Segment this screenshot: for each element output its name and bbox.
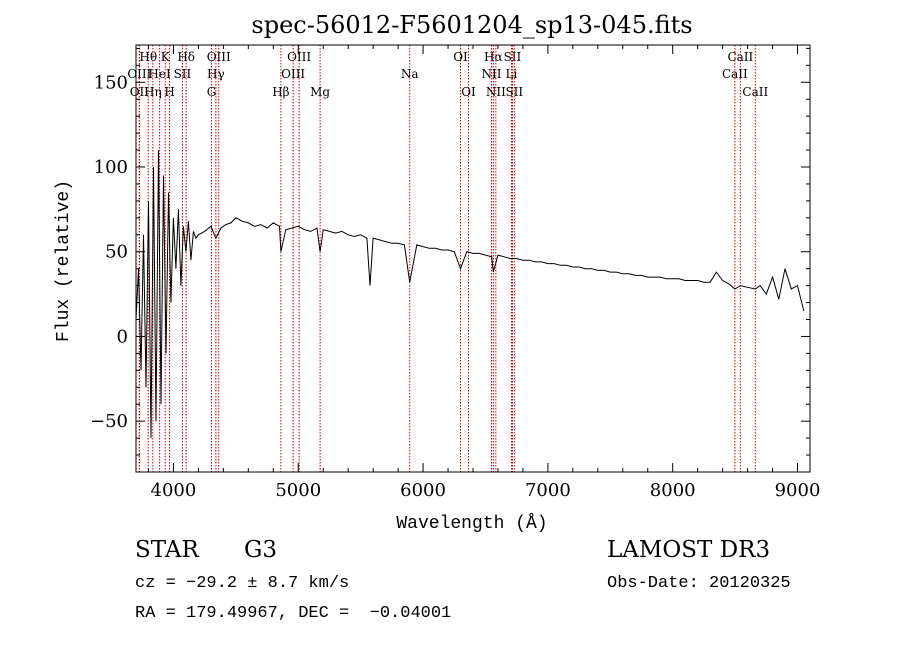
line-marker-label: H	[164, 85, 174, 99]
line-marker-label: Hθ	[139, 50, 157, 64]
spectrum-line	[135, 150, 805, 439]
line-marker-label: CaII	[742, 85, 768, 99]
line-marker-label: OI	[461, 85, 476, 99]
line-marker-label: Mg	[310, 85, 330, 99]
x-tick-label: 6000	[400, 480, 446, 501]
x-tick-label: 8000	[650, 480, 696, 501]
line-marker-label: HeI	[148, 67, 171, 81]
plot-frame	[135, 44, 811, 473]
x-tick-label: 9000	[775, 480, 821, 501]
sky-coordinates: RA = 179.49967, DEC = −0.04001	[135, 604, 452, 623]
line-marker-label: Hβ	[272, 85, 289, 99]
object-subclass: G3	[244, 537, 278, 563]
y-axis-label: Flux (relative)	[54, 180, 74, 342]
chart-title: spec-56012-F5601204_sp13-045.fits	[251, 11, 692, 39]
spectrum-chart: spec-56012-F5601204_sp13-045.fits OII Hθ O…	[54, 11, 820, 534]
y-tick-label: 50	[105, 242, 128, 263]
y-tick-label: 150	[94, 72, 128, 93]
line-marker-label: OIII	[281, 67, 305, 81]
line-marker-label: Hδ	[177, 50, 195, 64]
spectrum-layer	[135, 150, 805, 439]
x-tick-label: 4000	[151, 480, 197, 501]
x-axis-label: Wavelength (Å)	[396, 513, 547, 534]
line-marker-label: SII	[174, 67, 192, 81]
y-tick-label: 0	[117, 326, 128, 347]
y-tick-label: 100	[94, 157, 128, 178]
line-marker-label: Hη	[144, 85, 162, 99]
line-marker-label: OI	[453, 50, 468, 64]
line-marker-label: CaII	[727, 50, 753, 64]
object-class: STAR	[135, 537, 199, 563]
axis-layer: 4000 5000 6000 7000 8000 9000 −50 0 50 100 150	[90, 45, 820, 501]
line-marker-label: Hγ	[207, 67, 225, 81]
line-marker-label: OIII	[207, 50, 231, 64]
x-tick-label: 7000	[525, 480, 571, 501]
survey-name: LAMOST DR3	[607, 537, 771, 563]
line-marker-label: CaII	[722, 67, 748, 81]
line-marker-label: OIII	[287, 50, 311, 64]
line-marker-label: Na	[401, 67, 419, 81]
x-tick-label: 5000	[275, 480, 321, 501]
y-tick-label: −50	[90, 411, 128, 432]
line-marker-label: OIII	[127, 67, 151, 81]
line-marker-label: Hα	[484, 50, 503, 64]
line-marker-label: OII	[130, 85, 150, 99]
line-marker-label: SII	[505, 85, 523, 99]
line-marker-label: Li	[506, 67, 518, 81]
line-marker-label: K	[161, 50, 171, 64]
line-marker-label: SII	[504, 50, 522, 64]
line-marker-label: NII	[481, 67, 501, 81]
redshift-velocity: cz = −29.2 ± 8.7 km/s	[135, 574, 350, 593]
line-marker-label: NII	[486, 85, 506, 99]
observation-date: Obs-Date: 20120325	[607, 574, 791, 593]
line-marker-label: G	[207, 85, 217, 99]
